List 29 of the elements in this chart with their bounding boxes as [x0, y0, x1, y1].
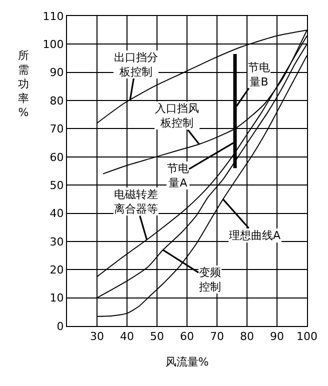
annotation: 理想曲线A: [229, 229, 281, 242]
y-tick-label: 100: [42, 38, 64, 52]
x-tick-label: 60: [180, 330, 194, 344]
y-tick-label: 10: [50, 292, 64, 305]
y-tick-label: 0: [56, 320, 64, 333]
y-tick-label: 50: [50, 178, 64, 192]
annotation: 出口挡分板控制: [114, 51, 158, 78]
x-tick-label: 50: [150, 330, 164, 344]
annotation: 入口挡风板控制: [155, 102, 199, 130]
annotation: 变频控制: [199, 266, 221, 294]
x-tick-label: 40: [120, 330, 134, 344]
y-axis-title: 所需功率%: [18, 49, 29, 120]
x-tick-label: 30: [90, 330, 104, 344]
y-tick-label: 90: [50, 66, 64, 80]
y-tick-label: 40: [50, 207, 64, 220]
y-tick-label: 110: [42, 10, 64, 23]
annotation: 节电量B: [248, 61, 270, 88]
annotation: 电磁转差离合器等: [114, 188, 158, 216]
x-axis-title: 风流量%: [165, 355, 209, 368]
y-tick-label: 60: [50, 150, 64, 164]
y-tick-label: 80: [50, 94, 64, 108]
y-tick-label: 30: [50, 235, 64, 248]
x-tick-label: 90: [270, 330, 284, 344]
annotation: 节电量A: [167, 162, 189, 190]
x-tick-label: 100: [296, 330, 318, 344]
y-tick-label: 20: [50, 263, 64, 276]
x-tick-label: 70: [210, 330, 224, 344]
x-tick-label: 80: [240, 330, 254, 344]
y-tick-label: 70: [50, 122, 64, 136]
